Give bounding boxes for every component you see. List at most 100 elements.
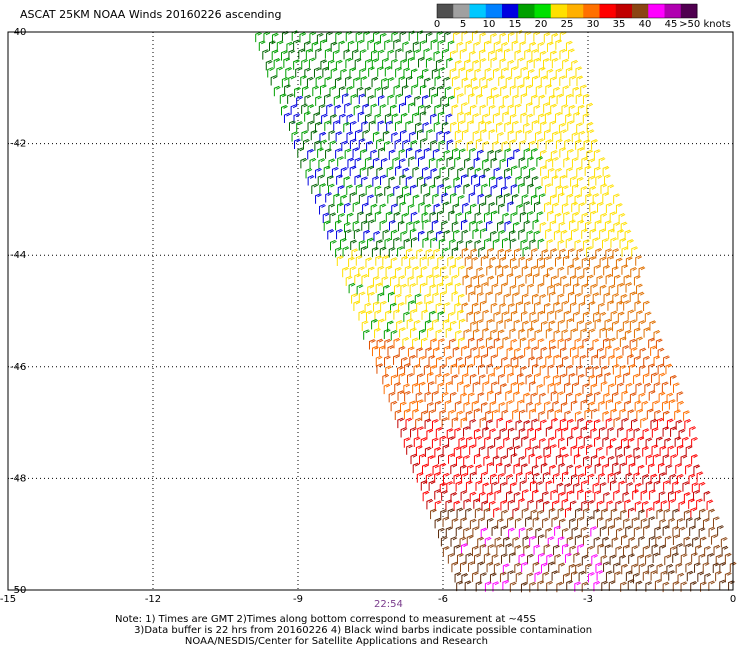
wind-barb [472,381,480,392]
wind-barb [326,31,333,42]
wind-barb [586,121,594,133]
wind-barb [327,175,334,186]
wind-barb [623,300,630,311]
wind-barb [342,93,349,104]
wind-barb [506,446,514,457]
wind-barb [549,345,557,357]
wind-barb [400,401,407,412]
wind-barb [550,194,557,205]
wind-barb [547,364,555,375]
wind-barb [352,49,359,60]
wind-barb [439,462,447,474]
wind-barb [385,365,392,376]
wind-barb [294,86,301,98]
wind-barb [490,184,498,196]
wind-barb [601,508,608,519]
wind-barb [574,338,582,349]
wind-barb [526,113,534,125]
wind-barb [293,59,300,70]
wind-barb [514,544,522,556]
wind-barb [615,446,623,457]
wind-barb [552,374,560,386]
wind-barb [642,500,649,512]
wind-barb [479,300,487,312]
wind-barb [335,246,342,258]
wind-barb [421,211,429,223]
lat-tick-label: -50 [10,585,26,596]
wind-barb [676,444,684,456]
wind-barb [415,391,423,403]
wind-barb [555,68,563,79]
wind-barb [489,176,496,187]
wind-barb [365,113,372,124]
wind-barb [637,436,645,447]
wind-barb [469,147,477,159]
wind-barb [499,32,507,44]
wind-barb [664,437,672,449]
wind-barb [433,347,440,358]
wind-barb [532,489,539,500]
wind-barb [471,400,479,412]
wind-barb-swath [255,30,737,593]
wind-barb [409,131,416,142]
wind-barb [547,408,555,420]
wind-barb [511,66,518,77]
wind-barb [458,436,466,448]
wind-barb [317,174,325,186]
wind-barb [487,275,495,287]
wind-barb [300,75,307,86]
wind-barb [373,31,380,42]
wind-barb [648,337,655,349]
wind-barb [482,426,490,438]
wind-barb [612,392,619,403]
wind-barb [702,562,710,573]
wind-barb [410,184,417,196]
wind-barb [473,408,481,419]
wind-barb [485,194,492,205]
wind-barb [426,274,434,285]
wind-barb [336,228,343,240]
wind-barb [507,570,515,581]
wind-barb [540,75,548,87]
wind-barb [456,410,464,422]
wind-barb [276,66,284,77]
colorbar-label: 25 [560,19,574,30]
wind-barb [529,166,536,178]
wind-barb [435,59,443,70]
wind-barb [554,212,562,224]
wind-barb [404,265,412,276]
wind-barb [661,400,669,411]
wind-barb [548,436,556,448]
wind-barb [474,507,482,519]
wind-barb [513,391,521,402]
wind-barb [494,489,502,501]
wind-barb [393,354,400,365]
wind-barb [416,399,424,410]
wind-barb [588,374,596,386]
wind-barb [575,464,582,476]
wind-barb [535,527,543,538]
wind-barb [590,383,598,394]
wind-barb [475,138,483,149]
wind-barb [506,347,514,358]
wind-barb [587,274,594,286]
wind-barb [472,228,480,239]
wind-barb [401,356,408,368]
wind-barb [535,130,542,142]
wind-barb [571,526,579,538]
wind-barb [397,365,404,377]
wind-barb [629,392,637,403]
wind-barb [539,50,547,62]
wind-barb [666,563,674,575]
wind-barb [382,255,390,266]
lon-tick-label: -6 [438,594,448,605]
wind-barb [611,537,619,548]
wind-barb [615,374,622,385]
wind-barb [627,409,635,420]
wind-barb [563,283,570,294]
wind-barb [624,329,632,341]
wind-barb [510,310,518,322]
wind-barb [433,248,441,259]
wind-barb [461,102,468,113]
wind-barb [542,571,550,583]
